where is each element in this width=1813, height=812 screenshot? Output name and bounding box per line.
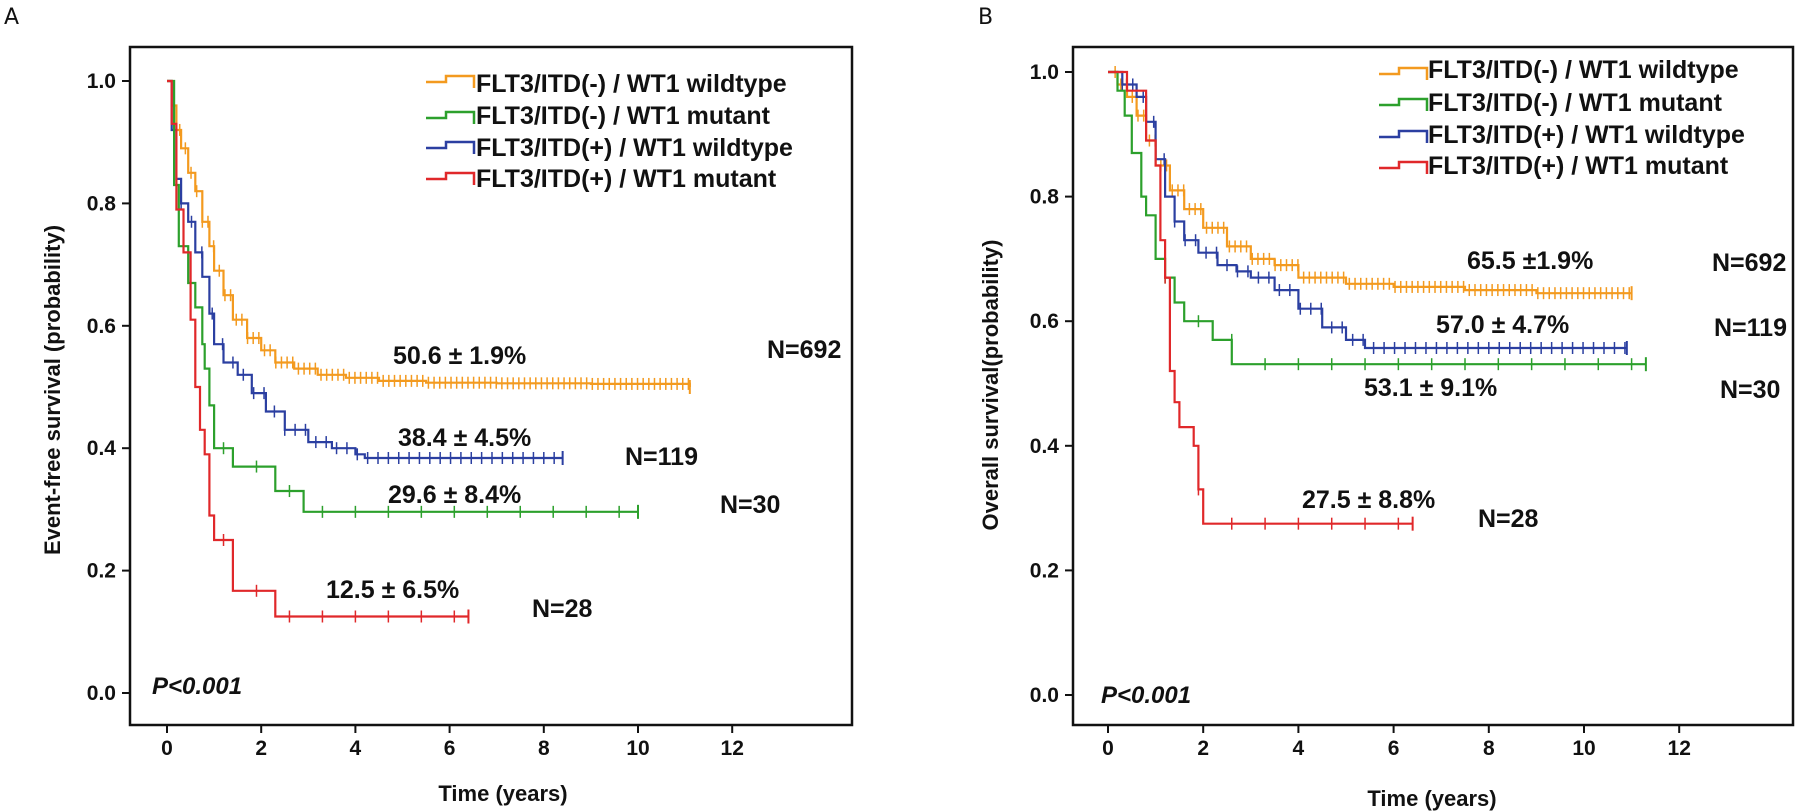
panel-a-curve-1 <box>167 79 638 513</box>
n-label-a-28: N=28 <box>532 595 593 623</box>
panel-a-curve-3 <box>167 79 469 618</box>
panel-a-x-tick-label-5: 10 <box>626 737 649 760</box>
n-label-b-692: N=692 <box>1712 249 1786 277</box>
legend-a-label-2: FLT3/ITD(-) / WT1 mutant <box>476 102 771 130</box>
legend-a-swatch-3 <box>426 140 476 154</box>
panel-b-x-tick-label-0: 0 <box>1102 737 1114 760</box>
panel-b-y-tick-label-2: 0.4 <box>1030 435 1060 458</box>
annotation-b-mutant-pos: 27.5 ± 8.8% <box>1302 486 1435 514</box>
panel-b-y-tick-label-4: 0.8 <box>1030 186 1060 209</box>
legend-a-label-1: FLT3/ITD(-) / WT1 wildtype <box>476 70 787 98</box>
p-value-b: P<0.001 <box>1101 682 1191 709</box>
panel-b-frame <box>1071 45 1795 727</box>
panel-b-y-tick-label-3: 0.6 <box>1030 310 1059 333</box>
legend-a-swatch-4 <box>426 171 476 185</box>
annotation-a-mutant-neg: 29.6 ± 8.4% <box>388 481 521 509</box>
n-label-a-30: N=30 <box>720 491 780 519</box>
panel-b: B 0 2 4 6 8 10 12 0.0 0.2 0.4 0.6 0.8 1.0 Time (year… <box>978 5 1795 811</box>
panel-a-x-tick-label-2: 4 <box>350 737 362 760</box>
panel-a-y-tick-label-3: 0.6 <box>87 315 116 338</box>
annotation-b-mutant-neg: 53.1 ± 9.1% <box>1364 374 1497 402</box>
legend-b-swatch-2 <box>1379 97 1429 111</box>
panel-b-x-tick-label-2: 4 <box>1293 737 1305 760</box>
panel-a-x-tick-label-3: 6 <box>444 737 456 760</box>
panel-a-y-tick-label-5: 1.0 <box>87 70 116 93</box>
legend-a-swatch-2 <box>426 110 476 124</box>
panel-a-ticks: 0 2 4 6 8 10 12 0.0 0.2 0.4 0.6 0.8 1.0 <box>87 70 744 760</box>
legend-b-swatch-3 <box>1379 129 1429 143</box>
panel-b-x-tick-label-1: 2 <box>1197 737 1209 760</box>
legend-b-label-4: FLT3/ITD(+) / WT1 mutant <box>1428 152 1729 180</box>
legend-a-swatch-1 <box>426 74 476 88</box>
legend-b-label-1: FLT3/ITD(-) / WT1 wildtype <box>1428 56 1739 84</box>
panel-b-x-tick-label-4: 8 <box>1483 737 1495 760</box>
panel-b-x-tick-label-3: 6 <box>1388 737 1400 760</box>
n-label-b-28: N=28 <box>1478 505 1539 533</box>
panel-a: A 0 2 4 6 8 10 12 0.0 0.2 0.4 0.6 0.8 1.0 Time (year… <box>4 5 854 806</box>
annotation-a-wildtype-pos: 38.4 ± 4.5% <box>398 424 531 452</box>
legend-a-label-3: FLT3/ITD(+) / WT1 wildtype <box>476 134 793 162</box>
panel-a-curves <box>167 79 691 624</box>
n-label-b-119: N=119 <box>1714 314 1787 342</box>
legend-b-label-2: FLT3/ITD(-) / WT1 mutant <box>1428 89 1723 117</box>
legend-a-label-4: FLT3/ITD(+) / WT1 mutant <box>476 165 777 193</box>
panel-b-curve-1 <box>1108 70 1646 366</box>
n-label-a-119: N=119 <box>625 443 698 471</box>
panel-a-curve-0 <box>167 79 691 387</box>
n-label-a-692: N=692 <box>767 336 841 364</box>
panel-a-y-tick-label-1: 0.2 <box>87 560 116 583</box>
panel-b-y-tick-label-1: 0.2 <box>1030 559 1059 582</box>
legend-b-label-3: FLT3/ITD(+) / WT1 wildtype <box>1428 121 1745 149</box>
panel-a-x-tick-label-6: 12 <box>721 737 744 760</box>
annotation-b-wildtype-pos: 57.0 ± 4.7% <box>1436 311 1569 339</box>
panel-b-x-axis-title: Time (years) <box>1367 786 1496 811</box>
panel-a-x-tick-label-4: 8 <box>538 737 550 760</box>
panel-a-frame <box>128 45 854 727</box>
n-label-b-30: N=30 <box>1720 376 1780 404</box>
panel-b-curve-3 <box>1108 70 1413 525</box>
panel-b-ticks: 0 2 4 6 8 10 12 0.0 0.2 0.4 0.6 0.8 1.0 <box>1030 61 1691 760</box>
panel-b-curves <box>1108 66 1647 531</box>
p-value-a: P<0.001 <box>152 673 242 700</box>
annotation-b-wildtype-neg: 65.5 ±1.9% <box>1467 247 1593 275</box>
panel-b-curve-0 <box>1108 70 1632 295</box>
panel-b-y-tick-label-5: 1.0 <box>1030 61 1059 84</box>
annotation-a-wildtype-neg: 50.6 ± 1.9% <box>393 342 526 370</box>
panel-b-x-tick-label-6: 12 <box>1668 737 1691 760</box>
panel-a-label: A <box>4 5 19 30</box>
panel-a-x-axis-title: Time (years) <box>438 781 567 806</box>
panel-a-y-tick-label-4: 0.8 <box>87 192 117 215</box>
panel-a-legend: FLT3/ITD(-) / WT1 wildtype FLT3/ITD(-) /… <box>426 70 793 193</box>
legend-b-swatch-1 <box>1379 66 1429 80</box>
legend-b-swatch-4 <box>1379 160 1429 174</box>
panel-b-legend: FLT3/ITD(-) / WT1 wildtype FLT3/ITD(-) /… <box>1379 56 1745 180</box>
panel-b-x-tick-label-5: 10 <box>1572 737 1595 760</box>
panel-b-y-axis-title: Overall survival(probability) <box>978 240 1003 531</box>
panel-a-y-tick-label-0: 0.0 <box>87 682 116 705</box>
panel-b-label: B <box>978 5 993 30</box>
panel-a-x-tick-label-1: 2 <box>255 737 267 760</box>
panel-b-y-tick-label-0: 0.0 <box>1030 684 1059 707</box>
annotation-a-mutant-pos: 12.5 ± 6.5% <box>326 576 459 604</box>
panel-a-y-tick-label-2: 0.4 <box>87 437 117 460</box>
panel-a-y-axis-title: Event-free survival (probability) <box>40 225 65 555</box>
panel-a-x-tick-label-0: 0 <box>161 737 173 760</box>
